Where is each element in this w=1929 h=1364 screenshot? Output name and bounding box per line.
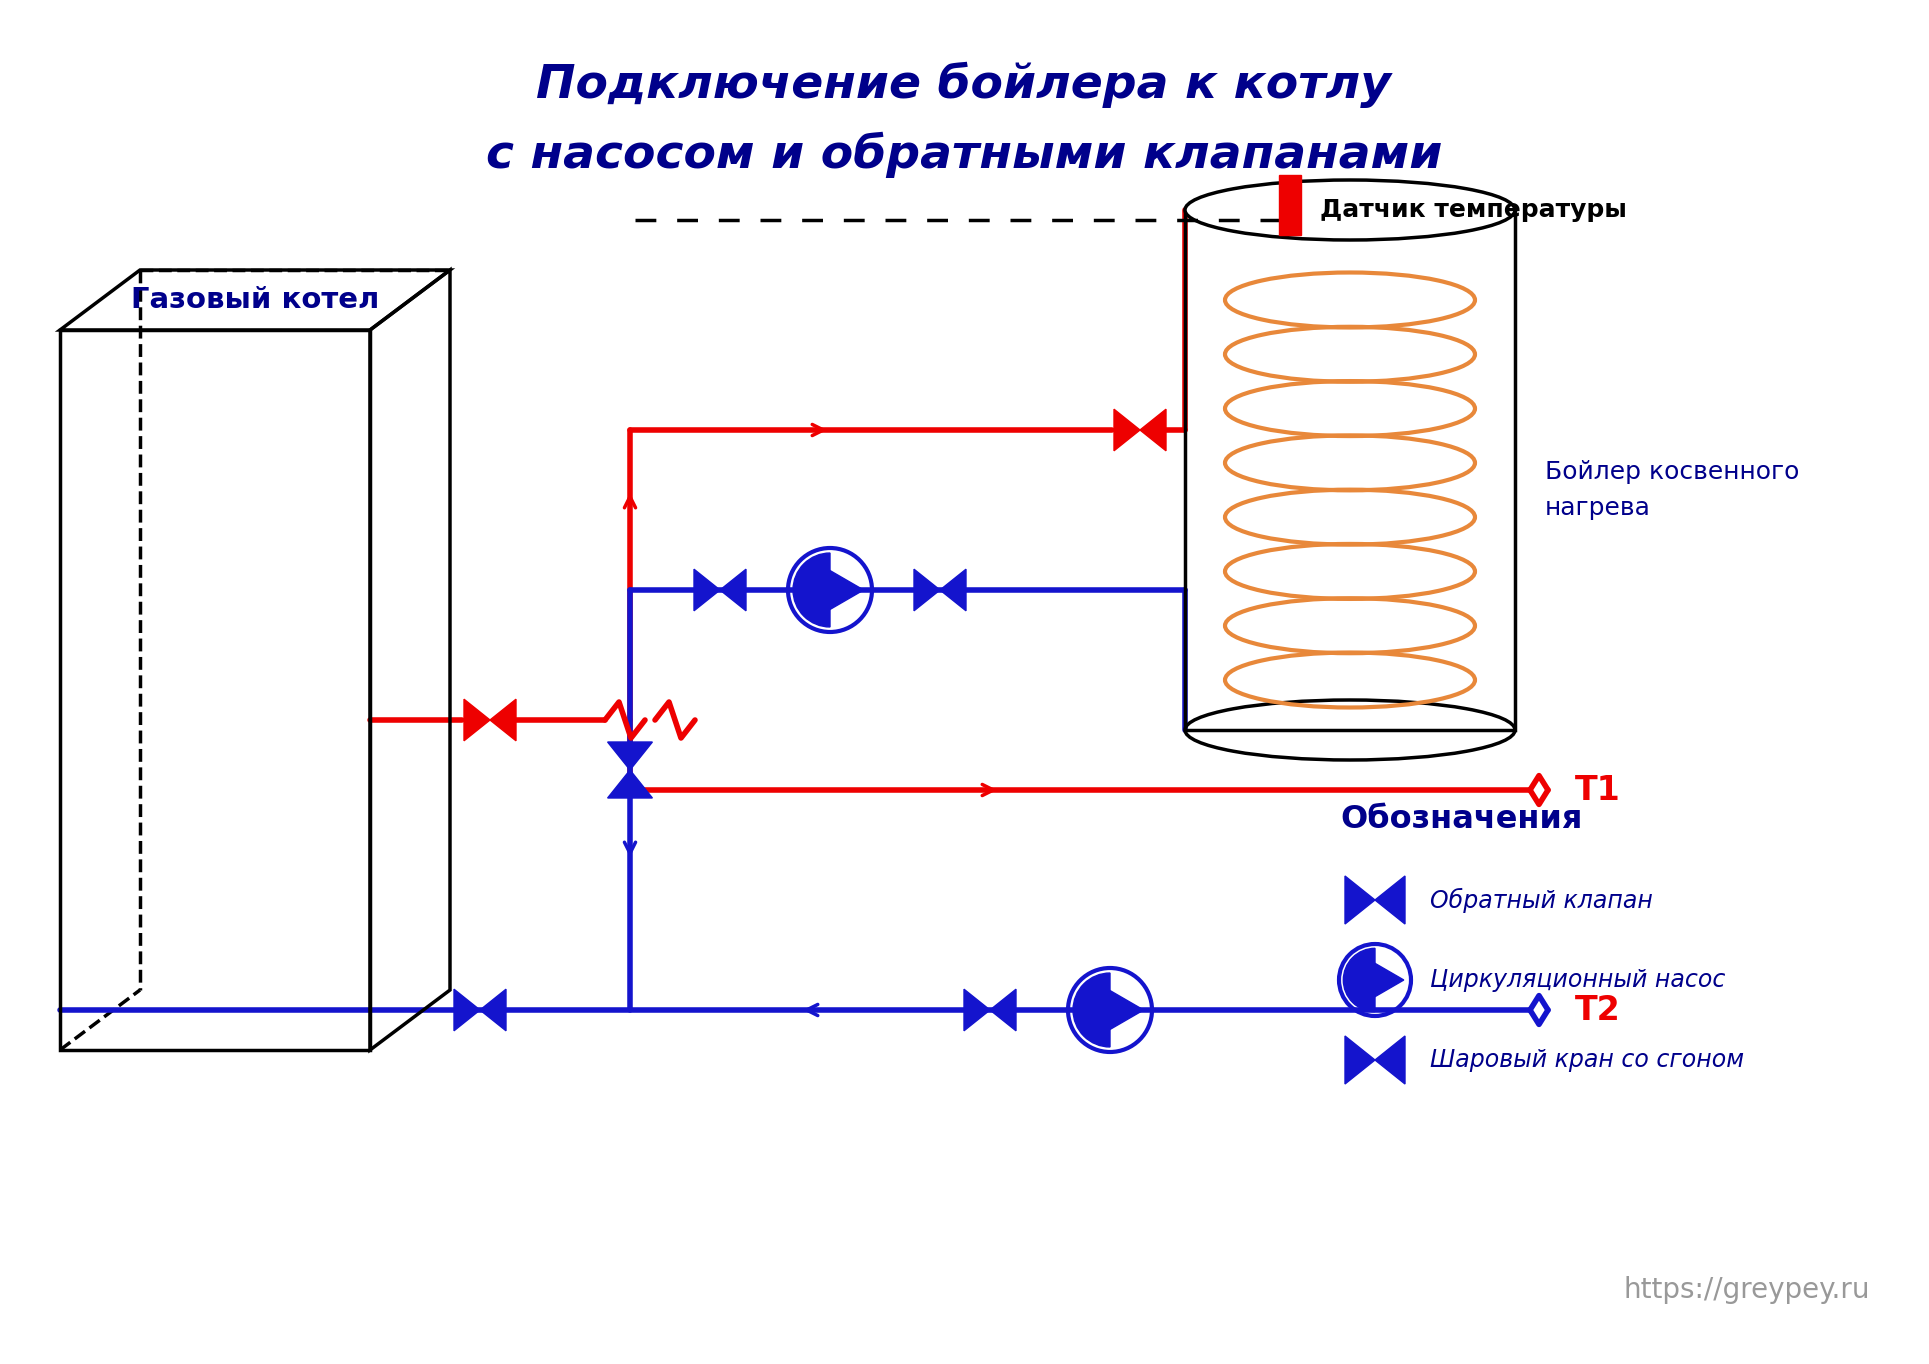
Ellipse shape <box>1184 180 1514 240</box>
Bar <box>1279 175 1300 235</box>
Polygon shape <box>964 989 990 1031</box>
Wedge shape <box>793 552 829 627</box>
Polygon shape <box>1345 1037 1375 1084</box>
Polygon shape <box>1345 876 1375 923</box>
Polygon shape <box>824 567 864 612</box>
Text: Шаровый кран со сгоном: Шаровый кран со сгоном <box>1429 1048 1744 1072</box>
Polygon shape <box>1115 409 1140 450</box>
Text: Обратный клапан: Обратный клапан <box>1429 888 1653 913</box>
Polygon shape <box>1370 960 1404 1000</box>
Text: Газовый котел: Газовый котел <box>131 286 380 314</box>
Polygon shape <box>939 569 966 611</box>
Polygon shape <box>694 569 720 611</box>
Text: Датчик температуры: Датчик температуры <box>1319 198 1626 222</box>
Polygon shape <box>453 989 480 1031</box>
Polygon shape <box>1103 988 1144 1033</box>
Polygon shape <box>1375 876 1404 923</box>
Polygon shape <box>480 989 505 1031</box>
Text: Т2: Т2 <box>1574 993 1620 1027</box>
Bar <box>1184 210 1514 730</box>
Polygon shape <box>914 569 939 611</box>
Polygon shape <box>608 771 652 798</box>
Text: Циркуляционный насос: Циркуляционный насос <box>1429 968 1725 992</box>
Text: Т1: Т1 <box>1574 773 1620 806</box>
Text: Бойлер косвенного
нагрева: Бойлер косвенного нагрева <box>1545 460 1800 520</box>
Polygon shape <box>1375 1037 1404 1084</box>
Wedge shape <box>1343 948 1375 1012</box>
Polygon shape <box>608 742 652 771</box>
Polygon shape <box>1140 409 1165 450</box>
Polygon shape <box>720 569 747 611</box>
Text: с насосом и обратными клапанами: с насосом и обратными клапанами <box>486 132 1443 179</box>
Polygon shape <box>465 700 490 741</box>
Text: Подключение бойлера к котлу: Подключение бойлера к котлу <box>536 61 1391 108</box>
Wedge shape <box>1073 973 1109 1048</box>
Polygon shape <box>490 700 515 741</box>
Polygon shape <box>990 989 1017 1031</box>
Text: Обозначения: Обозначения <box>1341 805 1582 836</box>
Text: https://greypey.ru: https://greypey.ru <box>1624 1275 1869 1304</box>
